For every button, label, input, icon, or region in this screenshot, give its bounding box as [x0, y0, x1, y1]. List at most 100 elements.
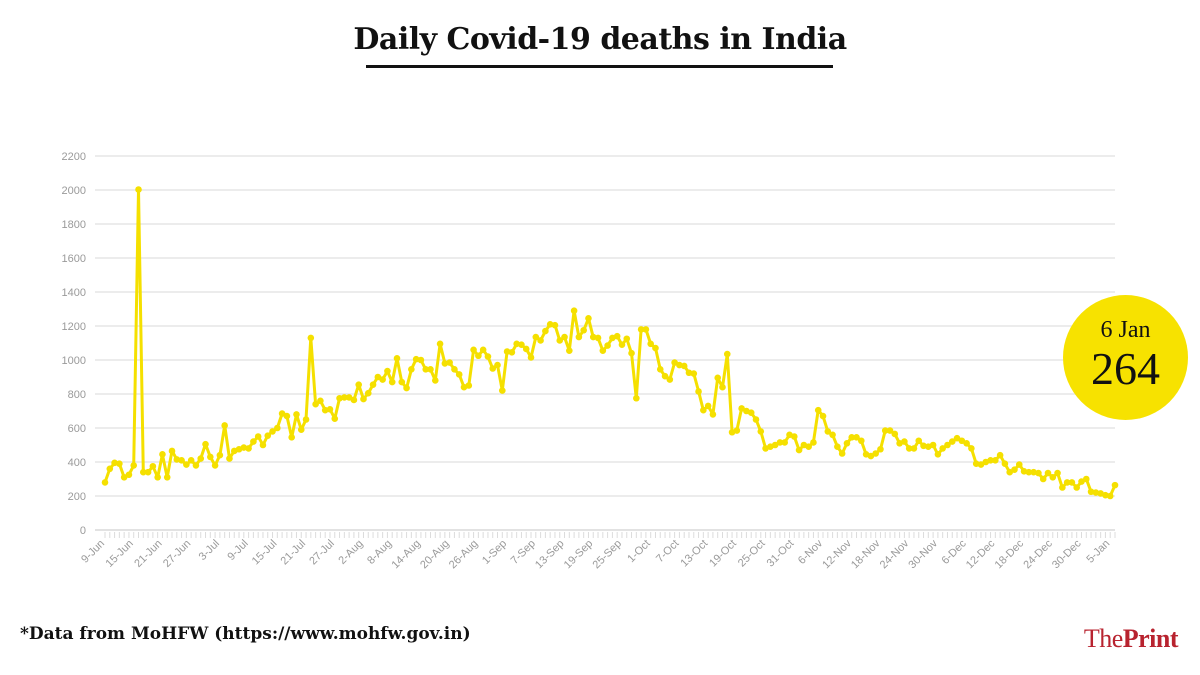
x-tick-label: 15-Jul: [250, 538, 280, 568]
data-point: [556, 337, 564, 344]
x-tick-label: 25-Oct: [736, 538, 768, 570]
data-point: [843, 440, 851, 447]
data-point: [489, 365, 497, 372]
data-point: [360, 395, 367, 403]
x-tick-label: 3-Jul: [197, 538, 222, 563]
data-point: [542, 327, 549, 335]
data-point: [805, 443, 812, 451]
y-tick-label: 1600: [62, 253, 86, 265]
data-point: [192, 462, 200, 469]
data-point: [307, 334, 315, 342]
y-tick-label: 2000: [62, 185, 86, 197]
data-point: [130, 462, 138, 469]
data-point: [891, 430, 899, 438]
data-point: [135, 186, 142, 193]
data-point: [274, 424, 281, 432]
data-point: [293, 411, 300, 418]
data-point: [719, 383, 726, 391]
data-point: [1111, 481, 1119, 489]
data-point: [178, 457, 185, 464]
data-point: [527, 354, 535, 361]
data-point: [810, 439, 817, 446]
data-point: [154, 474, 161, 481]
data-point: [207, 453, 214, 461]
data-point: [656, 366, 664, 373]
data-point: [637, 326, 645, 333]
y-tick-label: 600: [68, 423, 86, 435]
data-point: [838, 450, 846, 457]
data-point: [1044, 469, 1052, 477]
data-point: [968, 445, 975, 452]
data-point: [264, 432, 272, 439]
data-point: [723, 350, 731, 358]
data-point: [714, 374, 722, 382]
y-tick-label: 1400: [62, 287, 86, 299]
data-point: [297, 426, 305, 434]
data-point: [106, 465, 114, 473]
x-tick-label: 25-Sep: [591, 538, 625, 572]
data-point: [1025, 468, 1033, 476]
x-tick-label: 13-Oct: [678, 538, 710, 570]
data-point: [580, 326, 587, 334]
y-tick-label: 400: [68, 457, 86, 469]
data-point: [752, 416, 760, 423]
data-point: [757, 428, 765, 435]
data-point: [1049, 474, 1057, 481]
data-point: [388, 378, 396, 386]
data-point: [250, 438, 257, 445]
x-tick-label: 30-Dec: [1050, 537, 1084, 571]
data-point: [202, 440, 209, 448]
data-point: [436, 340, 444, 348]
data-point: [647, 340, 654, 348]
data-point: [633, 394, 640, 402]
data-point: [508, 349, 516, 356]
data-point: [269, 428, 276, 435]
data-point: [522, 345, 530, 353]
data-point: [901, 438, 908, 445]
data-point: [628, 349, 635, 357]
y-tick-label: 2200: [62, 151, 86, 163]
data-point: [570, 307, 578, 315]
data-point: [733, 427, 741, 434]
y-tick-label: 1200: [62, 321, 86, 333]
data-point: [312, 400, 319, 408]
x-tick-label: 15-Jun: [104, 538, 136, 570]
data-point: [652, 344, 659, 352]
data-point: [819, 412, 827, 420]
data-point: [455, 371, 463, 378]
data-point: [355, 381, 362, 388]
data-point: [479, 346, 487, 354]
data-point: [221, 422, 228, 429]
data-point: [858, 437, 865, 445]
x-tick-label: 9-Jul: [225, 538, 250, 563]
data-point: [704, 402, 712, 410]
data-point: [781, 439, 789, 446]
data-point: [948, 438, 956, 445]
data-point: [393, 355, 401, 362]
x-tick-label: 31-Oct: [765, 538, 797, 570]
data-point: [216, 451, 224, 459]
data-point: [226, 455, 233, 462]
source-footnote: *Data from MoHFW (https://www.mohfw.gov.…: [20, 624, 471, 644]
data-point: [623, 335, 631, 343]
data-point: [417, 356, 425, 364]
data-point: [848, 434, 856, 441]
latest-value-callout: 6 Jan 264: [1063, 295, 1188, 420]
x-tick-label: 24-Nov: [878, 537, 912, 571]
data-point: [149, 462, 157, 470]
data-point: [187, 457, 195, 464]
data-point: [341, 394, 348, 401]
data-point: [475, 352, 482, 360]
data-point: [680, 362, 688, 370]
data-point: [551, 321, 559, 329]
x-tick-label: 24-Dec: [1021, 537, 1055, 571]
data-point: [604, 342, 611, 349]
data-point: [910, 445, 918, 452]
data-point: [451, 366, 458, 373]
logo-part-print: Print: [1122, 624, 1179, 653]
data-point: [814, 406, 822, 414]
data-point: [125, 471, 133, 479]
data-point: [532, 333, 540, 341]
data-point: [326, 406, 334, 413]
data-point: [245, 445, 252, 452]
